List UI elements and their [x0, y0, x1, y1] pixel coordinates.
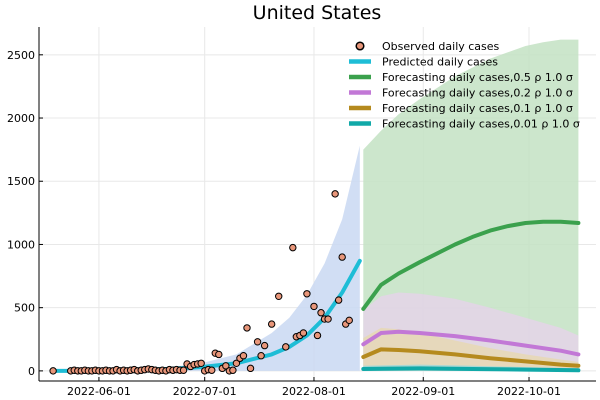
- forecast-line-3: [361, 366, 581, 373]
- legend-label: Forecasting daily cases,0.5 ρ 1.0 σ: [382, 71, 573, 84]
- y-tick-label: 0: [28, 365, 35, 378]
- observed-point: [299, 329, 308, 337]
- observed-points: [49, 190, 353, 375]
- observed-point: [289, 243, 297, 252]
- x-tick-label: 2022-07-01: [173, 385, 237, 398]
- observed-point: [179, 366, 188, 374]
- observed-point: [215, 350, 223, 359]
- chart-title: United States: [253, 2, 382, 24]
- observed-point: [310, 302, 318, 311]
- observed-point: [246, 364, 255, 373]
- observed-point: [345, 316, 353, 325]
- observed-point: [267, 320, 276, 328]
- observed-point: [253, 338, 262, 346]
- x-tick-label: 2022-10-01: [497, 385, 561, 398]
- observed-point: [338, 253, 346, 261]
- observed-point: [197, 359, 205, 367]
- x-tick-label: 2022-06-01: [67, 385, 131, 398]
- y-tick-label: 2000: [7, 112, 35, 125]
- series-lines: [51, 219, 581, 373]
- observed-point: [303, 290, 311, 298]
- y-tick-label: 500: [14, 302, 35, 315]
- axes: 2022-06-01 2022-07-01 2022-08-01 2022-09-01…: [7, 27, 596, 398]
- observed-point: [243, 324, 251, 332]
- legend-marker-observed: [355, 41, 365, 51]
- observed-point: [208, 366, 216, 374]
- forecast-line-2: [361, 347, 581, 368]
- legend-label: Observed daily cases: [382, 40, 500, 53]
- observed-point: [282, 343, 290, 351]
- observed-point: [317, 309, 325, 317]
- observed-point: [275, 292, 283, 300]
- observed-point: [49, 367, 57, 375]
- predicted-band: [53, 145, 360, 371]
- legend-label: Forecasting daily cases,0.01 ρ 1.0 σ: [382, 118, 580, 131]
- y-tick-label: 1000: [7, 238, 35, 251]
- observed-point: [232, 359, 241, 367]
- x-tick-label: 2022-08-01: [282, 385, 346, 398]
- observed-point: [331, 190, 339, 198]
- observed-point: [257, 352, 265, 360]
- y-tick-label: 2500: [7, 49, 35, 62]
- observed-point: [324, 315, 332, 323]
- forecast-band-0: [363, 39, 579, 371]
- legend-label: Predicted daily cases: [382, 56, 498, 69]
- observed-point: [229, 366, 237, 374]
- legend-label: Forecasting daily cases,0.1 ρ 1.0 σ: [382, 102, 573, 115]
- observed-point: [313, 331, 322, 340]
- legend-label: Forecasting daily cases,0.2 ρ 1.0 σ: [382, 87, 573, 100]
- observed-point: [334, 296, 343, 304]
- observed-point: [222, 362, 230, 370]
- x-tick-label: 2022-09-01: [391, 385, 455, 398]
- observed-point: [239, 352, 248, 360]
- observed-point: [260, 341, 269, 350]
- forecast-line-1: [361, 329, 581, 357]
- forecast-line-0: [361, 219, 581, 311]
- legend: Observed daily cases Predicted daily case…: [349, 40, 580, 131]
- y-tick-label: 1500: [7, 175, 35, 188]
